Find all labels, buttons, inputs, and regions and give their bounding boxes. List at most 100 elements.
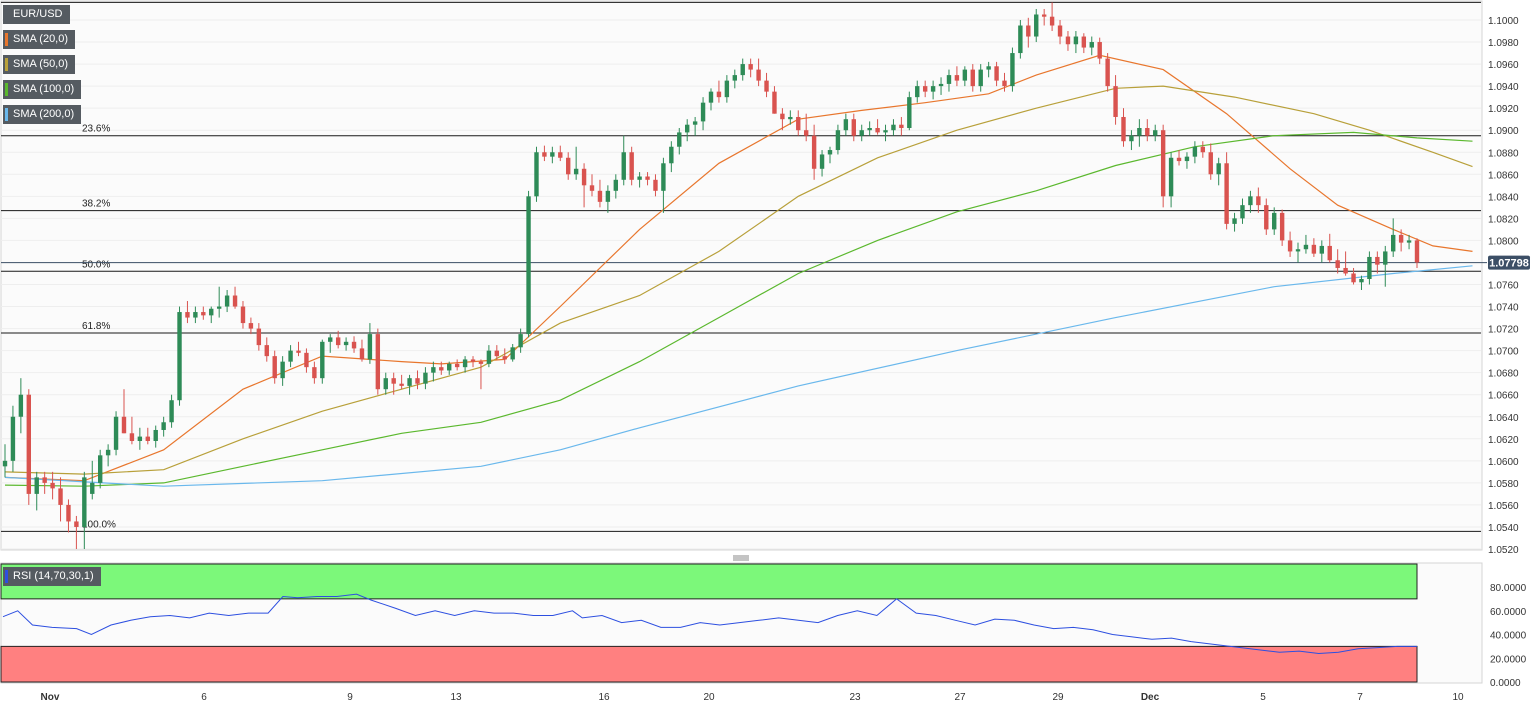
y-tick-label: 1.0980 bbox=[1488, 38, 1519, 49]
legend-swatch bbox=[5, 83, 8, 96]
pane-splitter[interactable] bbox=[732, 555, 750, 561]
candle-body bbox=[859, 130, 864, 136]
legend-swatch bbox=[5, 8, 8, 21]
candle-body bbox=[1168, 157, 1174, 197]
candle-body bbox=[732, 75, 737, 81]
candle-body bbox=[986, 66, 991, 70]
legend-sma-100[interactable]: SMA (100,0) bbox=[3, 80, 82, 99]
sma-line bbox=[4, 265, 1473, 487]
candle-body bbox=[613, 179, 619, 191]
fib-label: 38.2% bbox=[82, 199, 110, 210]
candle-body bbox=[256, 328, 262, 346]
legend-sma-200[interactable]: SMA (200,0) bbox=[3, 105, 82, 124]
fib-label: 50.0% bbox=[82, 259, 110, 270]
candle-body bbox=[780, 113, 785, 120]
legend-eurusd[interactable]: EUR/USD bbox=[3, 5, 70, 24]
y-tick-label: 1.0800 bbox=[1488, 236, 1519, 247]
candle-body bbox=[224, 295, 230, 307]
last-price-tag bbox=[1488, 255, 1530, 270]
candle-body bbox=[724, 80, 730, 98]
candle-body bbox=[105, 449, 111, 456]
candle-body bbox=[494, 350, 500, 357]
candle-body bbox=[328, 337, 333, 342]
candle-body bbox=[566, 157, 571, 175]
candle-body bbox=[399, 383, 404, 386]
y-tick-label: 1.0720 bbox=[1488, 325, 1519, 336]
rsi-legend[interactable]: RSI (14,70,30,1) bbox=[3, 567, 101, 586]
candle-body bbox=[1216, 163, 1221, 175]
y-tick-label: 1.0820 bbox=[1488, 214, 1519, 225]
candle-body bbox=[518, 334, 523, 348]
rsi-line bbox=[2, 593, 1417, 655]
candle-body bbox=[716, 91, 722, 98]
candle-body bbox=[454, 363, 460, 368]
x-tick-label: 27 bbox=[954, 692, 966, 703]
x-tick-label: 16 bbox=[598, 692, 610, 703]
candle-body bbox=[1359, 278, 1364, 283]
candle-body bbox=[74, 521, 79, 527]
x-tick-label: 6 bbox=[201, 692, 207, 703]
candle-body bbox=[621, 152, 626, 180]
candle-body bbox=[875, 128, 880, 133]
x-tick-label: 29 bbox=[1052, 692, 1064, 703]
candle-body bbox=[978, 69, 983, 87]
candle-body bbox=[764, 80, 769, 92]
candle-body bbox=[581, 168, 587, 186]
y-tick-label: 1.0580 bbox=[1488, 479, 1519, 490]
candle-body bbox=[391, 378, 396, 384]
rsi-tick-label: 40.0000 bbox=[1490, 631, 1527, 642]
x-tick-label: Dec bbox=[1141, 692, 1160, 703]
candle-body bbox=[209, 308, 214, 316]
legend-swatch bbox=[5, 108, 8, 121]
candle-body bbox=[692, 121, 698, 125]
candle-body bbox=[558, 152, 563, 158]
candle-body bbox=[899, 124, 904, 129]
candle-body bbox=[1184, 156, 1190, 162]
candle-body bbox=[272, 356, 277, 379]
candle-body bbox=[661, 163, 666, 191]
candle-body bbox=[629, 152, 634, 180]
candle-body bbox=[359, 348, 365, 360]
candle-body bbox=[1343, 267, 1348, 274]
candle-body bbox=[1129, 135, 1134, 142]
candle-body bbox=[1248, 196, 1253, 206]
candle-body bbox=[502, 356, 507, 360]
legend-label: SMA (20,0) bbox=[13, 33, 69, 45]
candle-body bbox=[1279, 212, 1285, 241]
x-tick-label: 9 bbox=[347, 692, 353, 703]
candle-body bbox=[153, 429, 158, 441]
candle-body bbox=[1073, 36, 1079, 45]
candle-body bbox=[740, 64, 745, 76]
candle-body bbox=[954, 75, 960, 81]
candle-body bbox=[431, 367, 436, 373]
candle-body bbox=[50, 482, 55, 489]
y-tick-label: 1.0680 bbox=[1488, 369, 1519, 380]
sma-line bbox=[4, 85, 1473, 475]
candle-body bbox=[1224, 163, 1229, 224]
candle-body bbox=[82, 477, 87, 527]
legend-sma-50[interactable]: SMA (50,0) bbox=[3, 55, 76, 74]
candle-body bbox=[756, 69, 761, 81]
x-tick-label: 10 bbox=[1452, 692, 1464, 703]
candle-body bbox=[470, 359, 476, 362]
candle-body bbox=[573, 168, 579, 175]
candle-body bbox=[1327, 245, 1332, 261]
legend-label: SMA (50,0) bbox=[13, 58, 69, 70]
candle-body bbox=[1303, 244, 1309, 250]
candle-body bbox=[637, 176, 642, 180]
candle-body bbox=[462, 359, 468, 368]
candle-body bbox=[383, 378, 388, 390]
candle-body bbox=[1089, 42, 1094, 48]
y-tick-label: 1.0740 bbox=[1488, 303, 1519, 314]
candle-body bbox=[216, 306, 222, 309]
candle-body bbox=[304, 352, 309, 368]
candle-body bbox=[1264, 205, 1269, 230]
y-tick-label: 1.0560 bbox=[1488, 501, 1519, 512]
candle-body bbox=[1335, 260, 1340, 268]
legend-sma-20[interactable]: SMA (20,0) bbox=[3, 30, 76, 49]
x-tick-label: 20 bbox=[703, 692, 715, 703]
candle-body bbox=[1034, 14, 1039, 37]
legend-label: SMA (100,0) bbox=[13, 83, 75, 95]
candle-body bbox=[1200, 146, 1206, 153]
candle-body bbox=[367, 334, 373, 360]
